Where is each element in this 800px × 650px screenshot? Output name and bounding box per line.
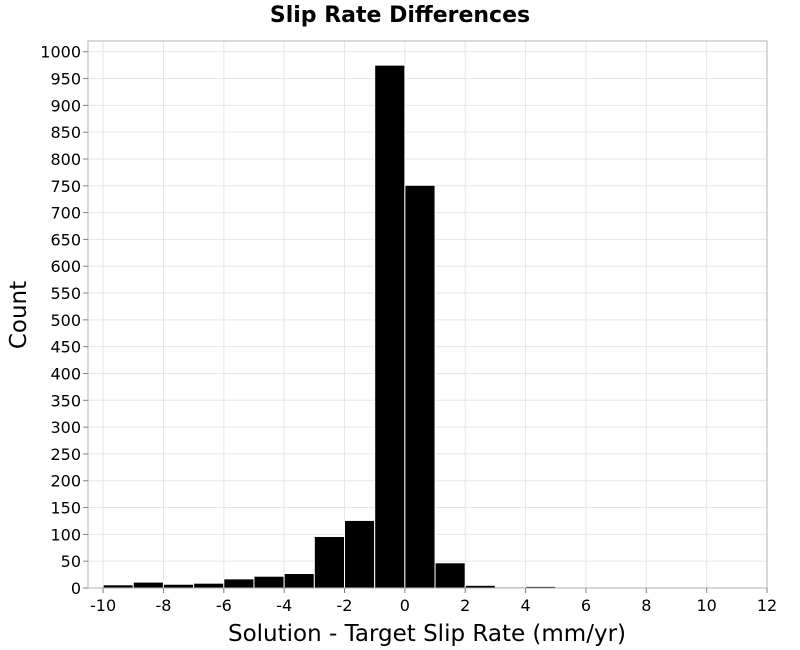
histogram-bar xyxy=(162,583,195,589)
y-tick-label: 550 xyxy=(50,284,81,303)
x-tick-label: -4 xyxy=(276,596,292,615)
y-tick-label: 850 xyxy=(50,123,81,142)
histogram-bar xyxy=(223,578,255,589)
y-tick-label: 1000 xyxy=(40,43,81,62)
y-tick-label: 800 xyxy=(50,150,81,169)
y-tick-label: 100 xyxy=(50,525,81,544)
y-tick-label: 250 xyxy=(50,445,81,464)
y-tick-label: 900 xyxy=(50,96,81,115)
y-tick-label: 350 xyxy=(50,391,81,410)
y-tick-label: 150 xyxy=(50,499,81,518)
ticks-layer: 0501001502002503003504004505005506006507… xyxy=(40,43,777,615)
x-axis-label: Solution - Target Slip Rate (mm/yr) xyxy=(228,621,626,647)
histogram-bar xyxy=(344,519,376,589)
histogram-bar xyxy=(283,573,315,589)
y-tick-label: 200 xyxy=(50,472,81,491)
chart-title: Slip Rate Differences xyxy=(270,3,530,28)
y-tick-label: 600 xyxy=(50,257,81,276)
x-tick-label: -10 xyxy=(90,596,116,615)
x-tick-label: 10 xyxy=(696,596,716,615)
histogram-bar xyxy=(193,582,225,589)
x-tick-label: 4 xyxy=(520,596,530,615)
x-tick-label: 12 xyxy=(757,596,777,615)
x-tick-label: 0 xyxy=(400,596,410,615)
y-tick-label: 700 xyxy=(50,204,81,223)
y-tick-label: 650 xyxy=(50,230,81,249)
y-tick-label: 0 xyxy=(71,579,81,598)
plot-frame xyxy=(87,40,768,589)
histogram-bar xyxy=(404,184,436,589)
histogram-bar xyxy=(132,581,164,589)
histogram-bar xyxy=(374,64,406,589)
x-tick-label: -2 xyxy=(337,596,353,615)
histogram-bar xyxy=(313,536,346,589)
histogram-bar xyxy=(253,575,285,589)
y-tick-label: 300 xyxy=(50,418,81,437)
bars-layer xyxy=(102,64,557,589)
x-tick-label: 2 xyxy=(460,596,470,615)
x-tick-label: 6 xyxy=(581,596,591,615)
histogram-bar xyxy=(434,562,466,589)
y-tick-label: 950 xyxy=(50,70,81,89)
y-axis-label: Count xyxy=(6,281,32,349)
x-tick-label: -8 xyxy=(155,596,171,615)
x-tick-label: -6 xyxy=(216,596,232,615)
y-tick-label: 500 xyxy=(50,311,81,330)
y-tick-label: 450 xyxy=(50,338,81,357)
y-tick-label: 750 xyxy=(50,177,81,196)
x-tick-label: 8 xyxy=(641,596,651,615)
y-tick-label: 400 xyxy=(50,364,81,383)
y-tick-label: 50 xyxy=(61,552,81,571)
